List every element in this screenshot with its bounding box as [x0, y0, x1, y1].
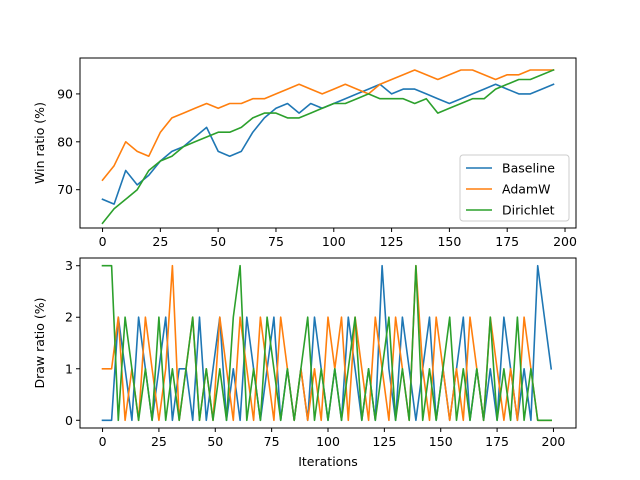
x-tick-label: 50	[210, 234, 226, 249]
x-tick-label: 25	[152, 234, 168, 249]
y-axis-label: Draw ratio (%)	[32, 297, 47, 388]
x-tick-label: 175	[485, 434, 509, 449]
x-axis-label: Iterations	[298, 454, 358, 469]
y-tick-label: 2	[65, 310, 73, 325]
legend: Baseline AdamW Dirichlet	[459, 154, 570, 222]
y-tick-label: 1	[65, 361, 73, 376]
y-tick-label: 3	[65, 258, 73, 273]
y-tick-label: 70	[57, 182, 73, 197]
x-tick-label: 125	[372, 434, 396, 449]
x-tick-label: 200	[553, 234, 577, 249]
x-tick-label: 25	[151, 434, 167, 449]
series-line-adamw	[101, 69, 555, 182]
x-tick-label: 150	[429, 434, 453, 449]
series-line-dirichlet	[101, 264, 553, 422]
y-tick-label: 0	[65, 413, 73, 428]
legend-label-baseline: Baseline	[502, 161, 555, 176]
x-tick-label: 75	[268, 234, 284, 249]
y-tick-label: 80	[57, 134, 73, 149]
x-tick-label: 0	[99, 234, 107, 249]
series-line-adamw	[101, 264, 553, 422]
x-tick-label: 150	[437, 234, 461, 249]
x-tick-label: 50	[207, 434, 223, 449]
x-tick-label: 200	[542, 434, 566, 449]
win-ratio-panel: 0 25 50 75 100 125 150 175 200 70 80 90 Win ratio (%…	[32, 57, 577, 249]
legend-label-dirichlet: Dirichlet	[502, 203, 555, 218]
series-line-dirichlet	[101, 68, 555, 225]
x-tick-label: 175	[495, 234, 519, 249]
legend-label-adamw: AdamW	[502, 182, 550, 197]
plot-frame	[79, 57, 577, 229]
y-tick-label: 90	[57, 86, 73, 101]
y-axis-label: Win ratio (%)	[32, 102, 47, 184]
x-tick-label: 125	[380, 234, 404, 249]
x-tick-label: 75	[264, 434, 280, 449]
draw-ratio-panel: 0 25 50 75 100 125 150 175 200 0 1 2 3 Draw ratio (%)…	[32, 257, 577, 469]
x-tick-label: 0	[99, 434, 107, 449]
x-tick-label: 100	[322, 234, 346, 249]
legend-box	[459, 154, 570, 222]
x-tick-label: 100	[316, 434, 340, 449]
